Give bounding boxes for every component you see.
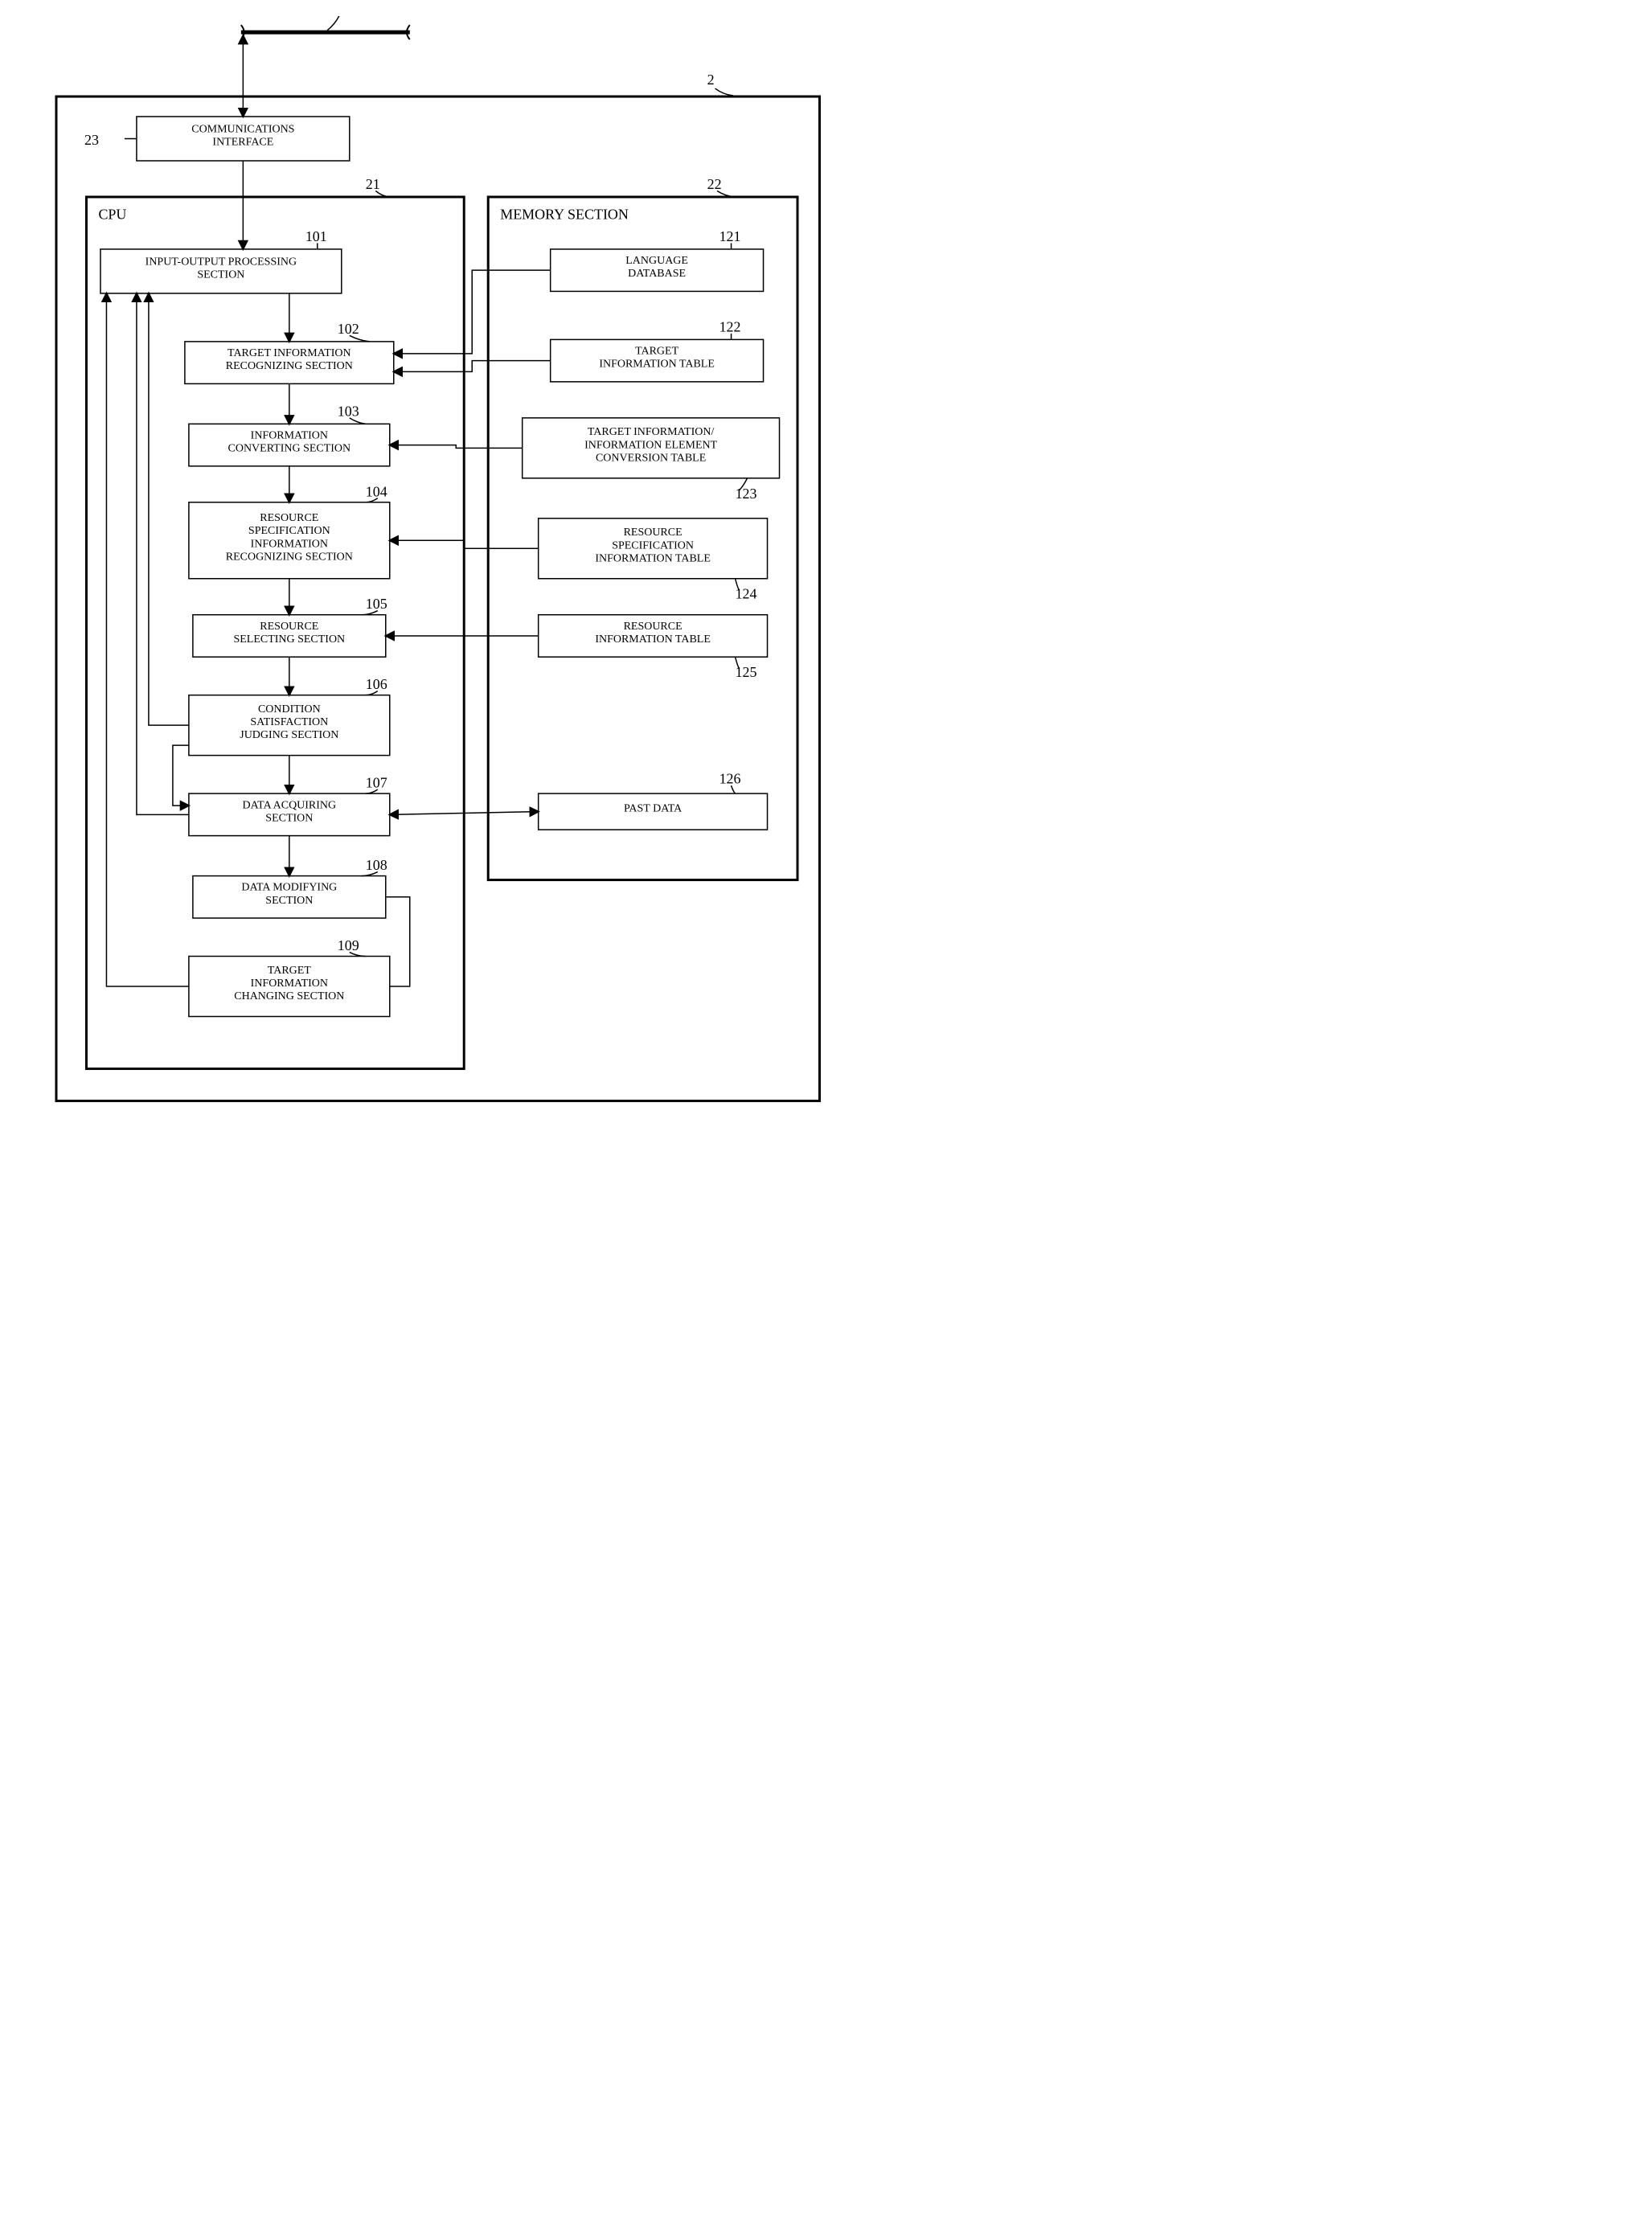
mem-box-text-126: PAST DATA (624, 803, 682, 815)
ref-label-105: 105 (366, 596, 387, 612)
ref-label-109: 109 (338, 937, 359, 953)
ref-label-108: 108 (366, 857, 387, 873)
ref-label-23: 23 (84, 132, 99, 148)
mem-box-text-123: TARGET INFORMATION/INFORMATION ELEMENTCO… (584, 426, 718, 464)
cpu-box-text-105: RESOURCESELECTING SECTION (233, 621, 345, 646)
cpu-box-text-102: TARGET INFORMATIONRECOGNIZING SECTION (226, 347, 353, 372)
ref-label-101: 101 (305, 228, 327, 244)
cpu-box-text-103: INFORMATIONCONVERTING SECTION (228, 430, 351, 455)
ref-label-126: 126 (719, 771, 741, 787)
cpu-label: CPU (98, 206, 126, 222)
cpu-box-text-107: DATA ACQUIRINGSECTION (243, 799, 337, 824)
ref-label-106: 106 (366, 676, 387, 692)
outer-container (56, 96, 820, 1101)
block-diagram: 62COMMUNICATIONSINTERFACE23CPU21MEMORY S… (16, 16, 842, 1129)
ref-label-121: 121 (719, 228, 741, 244)
ref-label-122: 122 (719, 318, 741, 334)
comm-interface-text: COMMUNICATIONSINTERFACE (191, 123, 294, 148)
ref-label-123: 123 (736, 486, 757, 502)
mem-box-text-124: RESOURCESPECIFICATIONINFORMATION TABLE (595, 527, 711, 564)
cpu-box-text-106: CONDITIONSATISFACTIONJUDGING SECTION (240, 703, 338, 741)
mem-box-text-121: LANGUAGEDATABASE (625, 255, 688, 280)
ref-label-2: 2 (707, 72, 715, 88)
mem-box-text-122: TARGETINFORMATION TABLE (599, 346, 715, 371)
ref-label-21: 21 (366, 176, 380, 192)
mem-box-text-125: RESOURCEINFORMATION TABLE (595, 621, 711, 646)
cpu-box-text-108: DATA MODIFYINGSECTION (241, 882, 337, 907)
cpu-container (86, 197, 464, 1068)
cpu-box-text-101: INPUT-OUTPUT PROCESSINGSECTION (146, 256, 297, 281)
ref-label-107: 107 (366, 775, 387, 791)
ref-label-22: 22 (707, 176, 722, 192)
ref-label-104: 104 (366, 483, 387, 499)
ref-label-103: 103 (338, 403, 359, 419)
memory-label: MEMORY SECTION (500, 206, 629, 222)
ref-label-102: 102 (338, 321, 359, 337)
cpu-box-text-109: TARGETINFORMATIONCHANGING SECTION (234, 965, 344, 1002)
cpu-box-text-104: RESOURCESPECIFICATIONINFORMATIONRECOGNIZ… (226, 512, 353, 563)
